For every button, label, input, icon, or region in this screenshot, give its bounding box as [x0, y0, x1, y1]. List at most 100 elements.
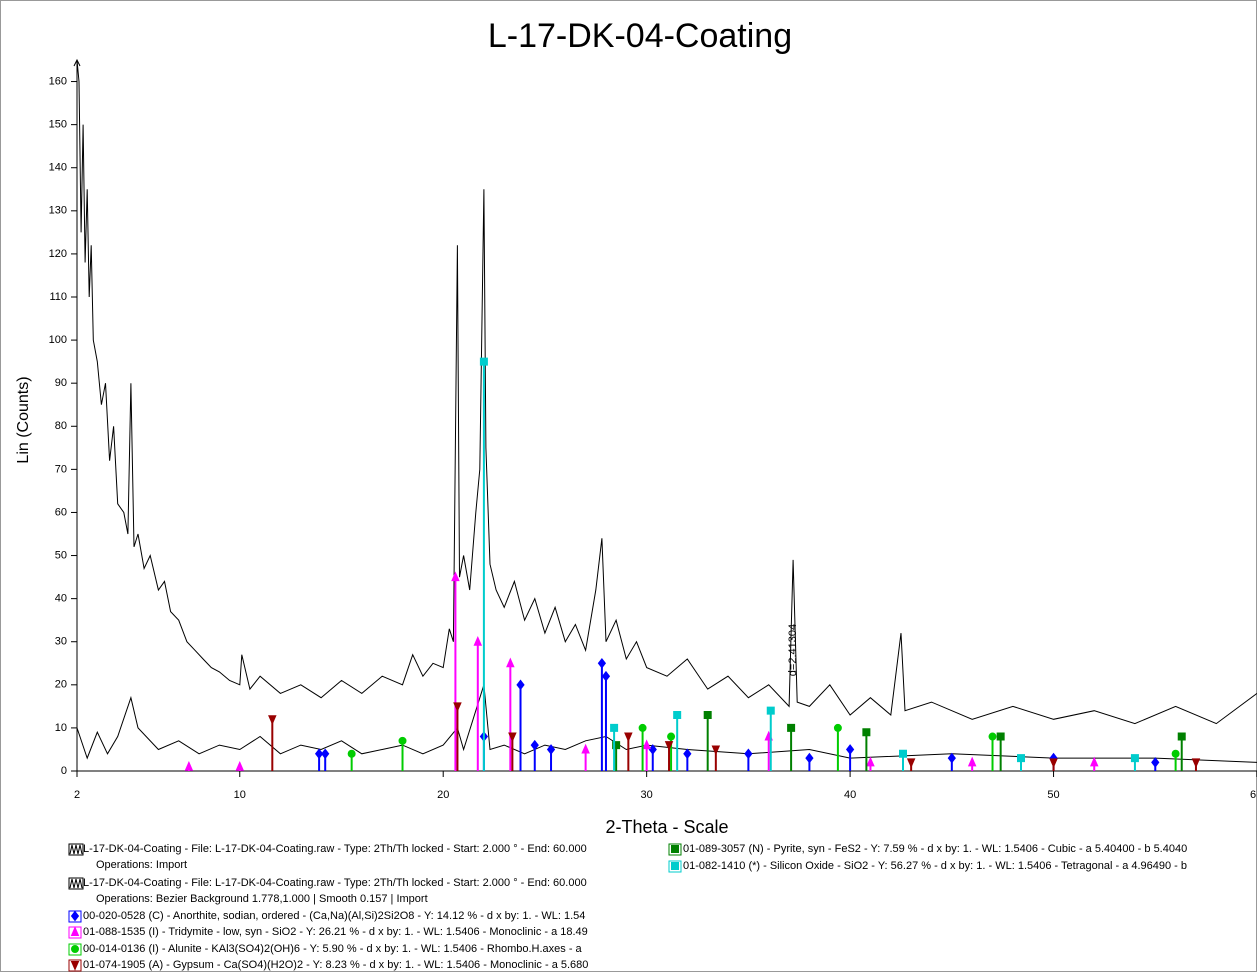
peak-marker: [624, 732, 633, 743]
peak-marker: [833, 723, 842, 732]
legend-marker: [70, 961, 80, 971]
y-tick-label: 150: [49, 119, 67, 131]
peak-marker: [546, 744, 556, 755]
peak-marker: [744, 748, 753, 760]
y-tick-label: 100: [49, 334, 67, 346]
x-axis-label: 2-Theta - Scale: [605, 817, 728, 837]
peak-marker: [1017, 754, 1025, 763]
peak-marker: [479, 357, 488, 366]
y-tick-label: 90: [55, 377, 67, 389]
legend-operations: Operations: Bezier Background 1.778,1.00…: [96, 893, 428, 905]
peak-marker: [235, 760, 245, 771]
y-tick-label: 30: [55, 636, 67, 648]
x-tick-label: 50: [1047, 789, 1059, 801]
peak-marker: [805, 752, 814, 764]
legend-label: 01-074-1905 (A) - Gypsum - Ca(SO4)(H2O)2…: [83, 959, 588, 971]
peak-marker: [1177, 732, 1186, 741]
peak-marker: [453, 702, 462, 713]
peak-marker: [845, 744, 855, 755]
peak-marker: [314, 748, 324, 760]
peak-marker: [601, 670, 611, 682]
legend-icon: [69, 844, 83, 855]
x-tick-label: 30: [641, 789, 653, 801]
peak-marker: [899, 749, 907, 758]
legend-icon: [69, 878, 83, 889]
y-tick-label: 60: [55, 506, 67, 518]
y-tick-label: 10: [55, 722, 67, 734]
peak-marker: [711, 745, 721, 756]
peak-marker: [184, 760, 194, 771]
legend-marker: [671, 845, 679, 853]
y-tick-label: 40: [55, 593, 67, 605]
chart-title: L-17-DK-04-Coating: [488, 17, 792, 55]
peak-marker: [1089, 756, 1099, 767]
x-tick-label: 6: [1250, 789, 1256, 801]
y-tick-label: 80: [55, 420, 67, 432]
peak-marker: [862, 728, 871, 737]
peak-marker: [610, 723, 619, 732]
y-tick-label: 0: [61, 765, 67, 777]
peak-marker: [766, 706, 775, 715]
peak-marker: [597, 657, 607, 669]
scan-line: [76, 59, 1257, 725]
peak-marker: [787, 723, 796, 732]
legend-marker: [671, 862, 679, 870]
legend-label: L-17-DK-04-Coating - File: L-17-DK-04-Co…: [83, 877, 587, 889]
peak-marker: [451, 571, 460, 582]
legend-icon-box: [68, 877, 84, 890]
legend-label: 01-088-1535 (I) - Tridymite - low, syn -…: [83, 926, 588, 938]
legend-label: 01-082-1410 (*) - Silicon Oxide - SiO2 -…: [683, 860, 1187, 872]
peak-marker: [1171, 749, 1180, 758]
peak-marker: [642, 739, 651, 750]
peak-marker: [683, 748, 692, 760]
x-tick-label: 20: [437, 789, 449, 801]
peak-marker: [516, 679, 525, 691]
peak-marker: [268, 715, 277, 726]
peak-marker: [703, 710, 712, 719]
peak-marker: [1049, 758, 1058, 769]
legend-label: 00-014-0136 (I) - Alunite - KAl3(SO4)2(O…: [83, 943, 583, 955]
peak-marker: [967, 756, 977, 767]
y-tick-label: 70: [55, 463, 67, 475]
peak-marker: [473, 635, 483, 646]
peak-marker: [347, 749, 356, 758]
x-tick-label: 40: [844, 789, 856, 801]
legend-icon-box: [68, 843, 84, 856]
y-tick-label: 140: [49, 162, 67, 174]
legend-label: L-17-DK-04-Coating - File: L-17-DK-04-Co…: [83, 843, 587, 855]
peak-marker: [996, 732, 1005, 741]
peak-marker: [1151, 757, 1160, 768]
peak-marker: [321, 748, 330, 760]
peak-marker: [866, 756, 875, 767]
peak-marker: [506, 657, 515, 668]
peak-marker: [581, 743, 590, 754]
legend-marker: [70, 910, 80, 922]
peak-marker: [667, 732, 676, 741]
legend-operations: Operations: Import: [96, 859, 187, 871]
peak-marker: [648, 744, 657, 755]
peak-marker: [1191, 758, 1201, 769]
peak-marker: [947, 752, 956, 764]
peak-marker: [664, 741, 674, 751]
x-tick-label: 2: [74, 789, 80, 801]
peak-marker: [906, 758, 916, 769]
y-tick-label: 20: [55, 679, 67, 691]
annotation: d=2.41304: [787, 624, 799, 676]
peak-marker: [508, 732, 517, 743]
y-tick-label: 130: [49, 205, 67, 217]
legend-label: 01-089-3057 (N) - Pyrite, syn - FeS2 - Y…: [683, 843, 1187, 855]
y-axis-label: Lin (Counts): [15, 376, 32, 463]
peak-marker: [398, 736, 407, 745]
y-tick-label: 160: [49, 75, 67, 87]
legend-marker: [71, 945, 79, 953]
y-tick-label: 110: [49, 291, 67, 303]
peak-marker: [988, 732, 997, 741]
y-tick-label: 120: [49, 248, 67, 260]
peak-marker: [530, 739, 539, 751]
legend-label: 00-020-0528 (C) - Anorthite, sodian, ord…: [83, 910, 585, 922]
x-tick-label: 10: [234, 789, 246, 801]
peak-marker: [638, 723, 647, 732]
legend-marker: [70, 926, 80, 936]
